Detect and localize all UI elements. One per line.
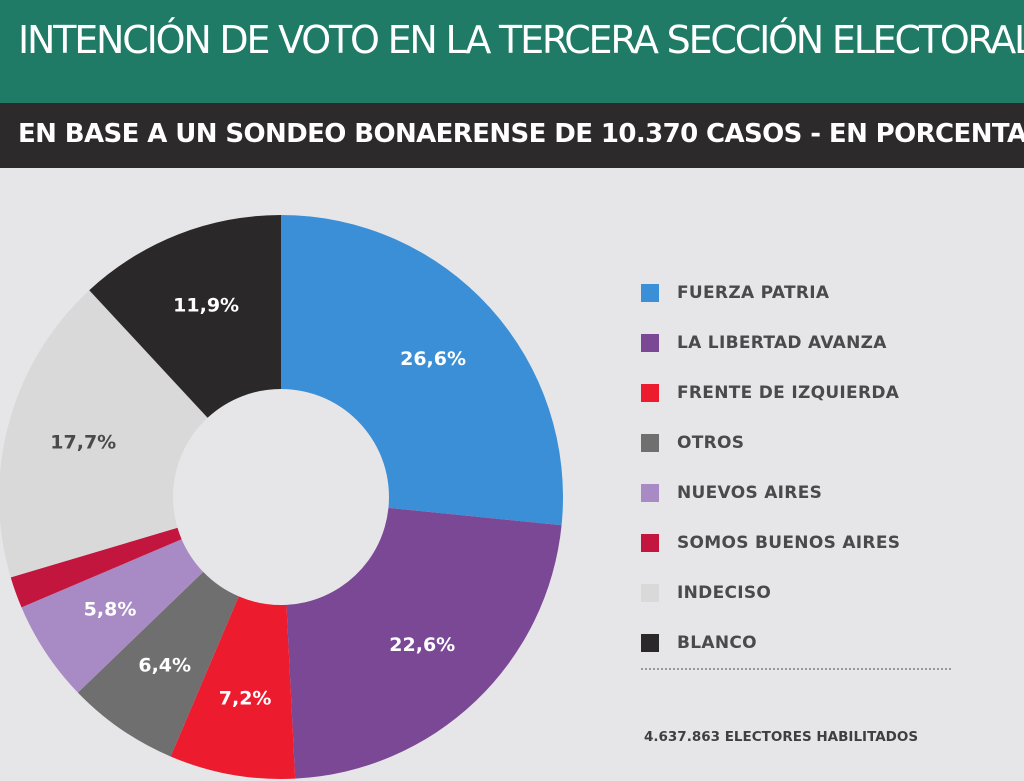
legend: FUERZA PATRIA LA LIBERTAD AVANZA FRENTE DE…	[641, 268, 900, 668]
legend-divider	[641, 668, 951, 670]
value-label-frente-de-izquierda: 7,2%	[219, 687, 272, 709]
legend-item-nuevos-aires: NUEVOS AIRES	[641, 468, 900, 518]
legend-swatch	[641, 434, 659, 452]
legend-item-la-libertad-avanza: LA LIBERTAD AVANZA	[641, 318, 900, 368]
value-label-nuevos-aires: 5,8%	[84, 599, 137, 621]
value-label-otros: 6,4%	[138, 654, 191, 676]
legend-swatch	[641, 484, 659, 502]
legend-label: INDECISO	[677, 583, 772, 603]
title-bar: INTENCIÓN DE VOTO EN LA TERCERA SECCIÓN …	[0, 0, 1024, 103]
slice-indeciso	[0, 290, 208, 578]
slice-frente-de-izquierda	[170, 596, 296, 779]
value-label-fuerza-patria: 26,6%	[400, 348, 466, 370]
value-label-blanco: 11,9%	[173, 295, 239, 317]
legend-item-indeciso: INDECISO	[641, 568, 900, 618]
legend-swatch	[641, 384, 659, 402]
chart-subtitle: EN BASE A UN SONDEO BONAERENSE DE 10.370…	[18, 119, 1024, 149]
legend-swatch	[641, 534, 659, 552]
legend-label: SOMOS BUENOS AIRES	[677, 533, 901, 553]
legend-item-somos-buenos-aires: SOMOS BUENOS AIRES	[641, 518, 900, 568]
legend-swatch	[641, 634, 659, 652]
slice-somos-buenos-aires	[10, 527, 182, 608]
subtitle-bar: EN BASE A UN SONDEO BONAERENSE DE 10.370…	[0, 103, 1024, 168]
legend-item-blanco: BLANCO	[641, 618, 900, 668]
value-label-indeciso: 17,7%	[50, 431, 116, 453]
legend-label: OTROS	[677, 433, 745, 453]
legend-item-fuerza-patria: FUERZA PATRIA	[641, 268, 900, 318]
slice-la-libertad-avanza	[286, 507, 562, 779]
donut-chart: 26,6% 22,6% 7,2% 6,4% 5,8% 17,7% 11,9%	[0, 215, 564, 779]
slice-fuerza-patria	[281, 215, 564, 526]
legend-label: BLANCO	[677, 633, 757, 653]
slice-nuevos-aires	[21, 539, 204, 693]
legend-item-otros: OTROS	[641, 418, 900, 468]
chart-title: INTENCIÓN DE VOTO EN LA TERCERA SECCIÓN …	[18, 18, 1024, 62]
slice-blanco	[89, 215, 282, 418]
legend-label: LA LIBERTAD AVANZA	[677, 333, 887, 353]
slice-otros	[77, 571, 239, 757]
legend-swatch	[641, 334, 659, 352]
legend-item-frente-de-izquierda: FRENTE DE IZQUIERDA	[641, 368, 900, 418]
legend-swatch	[641, 584, 659, 602]
legend-label: FUERZA PATRIA	[677, 283, 830, 303]
legend-label: FRENTE DE IZQUIERDA	[677, 383, 900, 403]
electors-footnote: 4.637.863 ELECTORES HABILITADOS	[644, 729, 919, 745]
value-label-la-libertad-avanza: 22,6%	[389, 634, 455, 656]
legend-swatch	[641, 284, 659, 302]
legend-label: NUEVOS AIRES	[677, 483, 823, 503]
